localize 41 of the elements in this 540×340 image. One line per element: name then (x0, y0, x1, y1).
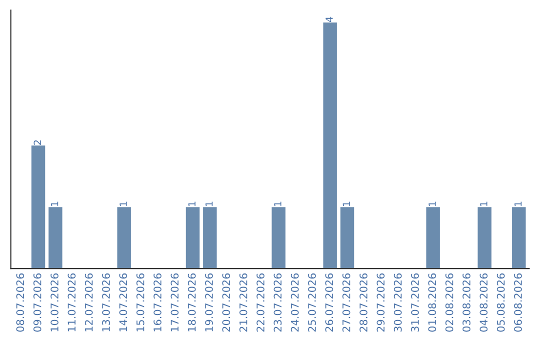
x-tick-label: 22.07.2026 (256, 273, 264, 332)
x-tick-label: 05.08.2026 (496, 273, 505, 332)
x-tick-label: 16.07.2026 (154, 273, 162, 332)
x-tick-label: 29.07.2026 (376, 273, 385, 332)
x-tick-label: 31.07.2026 (411, 273, 419, 332)
x-tick-label: 04.08.2026 (480, 273, 488, 332)
x-tick-label: 20.07.2026 (222, 273, 230, 332)
x-tick-label: 02.08.2026 (445, 273, 454, 332)
x-tick-label: 06.08.2026 (514, 273, 522, 332)
data-label: 1 (274, 202, 282, 206)
data-label: 1 (51, 202, 58, 206)
x-tick-label: 27.07.2026 (342, 273, 350, 332)
x-tick-label: 13.07.2026 (102, 273, 110, 332)
x-tick-label: 25.07.2026 (308, 273, 316, 332)
x-tick-label: 23.07.2026 (274, 273, 282, 332)
data-label: 1 (342, 202, 350, 206)
data-label: 1 (120, 202, 127, 206)
x-tick-label: 10.07.2026 (50, 273, 58, 332)
x-tick-label: 11.07.2026 (68, 273, 76, 332)
x-tick-label: 01.08.2026 (428, 273, 436, 332)
x-tick-label: 24.07.2026 (290, 273, 299, 332)
x-tick-label: 28.07.2026 (360, 273, 368, 332)
x-tick-label: 08.07.2026 (16, 273, 24, 332)
x-tick-label: 26.07.2026 (325, 273, 334, 332)
x-tick-label: 15.07.2026 (136, 273, 144, 332)
data-label: 1 (480, 202, 488, 206)
x-tick-label: 17.07.2026 (170, 273, 179, 332)
data-label: 2 (34, 140, 41, 145)
data-label: 1 (188, 202, 196, 206)
data-label: 1 (514, 202, 522, 206)
x-tick-label: 03.08.2026 (462, 273, 470, 332)
x-tick-label: 30.07.2026 (394, 273, 402, 332)
data-label: 4 (326, 16, 333, 22)
x-tick-label: 18.07.2026 (188, 273, 196, 332)
x-tick-label: 14.07.2026 (119, 273, 128, 332)
data-label: 1 (206, 202, 213, 206)
data-label: 1 (428, 202, 436, 206)
x-tick-label: 12.07.2026 (84, 273, 93, 332)
x-tick-label: 21.07.2026 (239, 273, 248, 332)
x-tick-label: 19.07.2026 (205, 273, 213, 332)
x-tick-label: 09.07.2026 (33, 273, 42, 332)
